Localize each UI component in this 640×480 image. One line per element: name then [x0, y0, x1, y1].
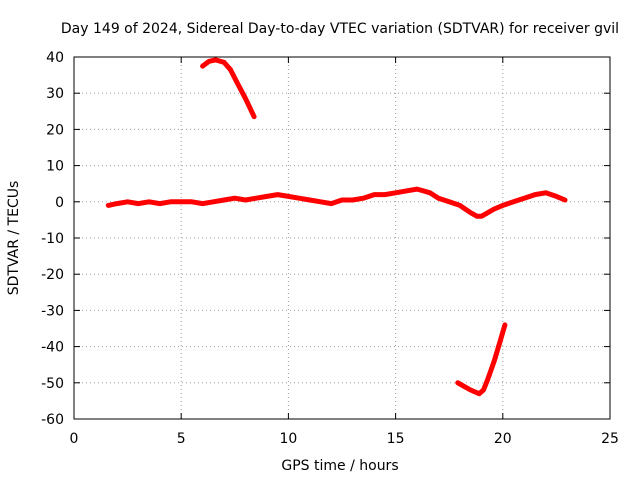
x-tick-label: 10 [279, 431, 297, 447]
x-tick-label: 5 [177, 431, 186, 447]
y-tick-label: 30 [46, 86, 64, 102]
y-tick-label: 0 [55, 195, 64, 211]
x-tick-label: 20 [494, 431, 512, 447]
x-tick-label: 15 [387, 431, 405, 447]
y-tick-label: -50 [41, 376, 64, 392]
plot-frame [73, 56, 611, 420]
x-tick-label: 25 [601, 431, 619, 447]
y-tick-label: 20 [46, 122, 64, 138]
series-layer [105, 57, 568, 397]
y-tick-label: -10 [41, 231, 64, 247]
series-evening-arc [455, 322, 508, 397]
y-axis-label: SDTVAR / TECUs [6, 181, 22, 296]
y-tick-label: -40 [41, 340, 64, 356]
y-tick-label: -20 [41, 267, 64, 283]
y-tick-labels: -60 -50 -40 -30 -20 -10 0 10 20 30 40 [41, 50, 64, 428]
x-axis-label: GPS time / hours [281, 458, 398, 474]
y-tick-label: -30 [41, 303, 64, 319]
x-tick-labels: 0 5 10 15 20 25 [70, 431, 619, 447]
grid-layer [74, 57, 610, 419]
series-main-arc [105, 186, 568, 219]
y-tick-label: 40 [46, 50, 64, 66]
series-morning-arc [200, 57, 257, 120]
chart-title: Day 149 of 2024, Sidereal Day-to-day VTE… [61, 21, 619, 37]
y-tick-label: -60 [41, 412, 64, 428]
x-tick-label: 0 [70, 431, 79, 447]
y-tick-label: 10 [46, 159, 64, 175]
